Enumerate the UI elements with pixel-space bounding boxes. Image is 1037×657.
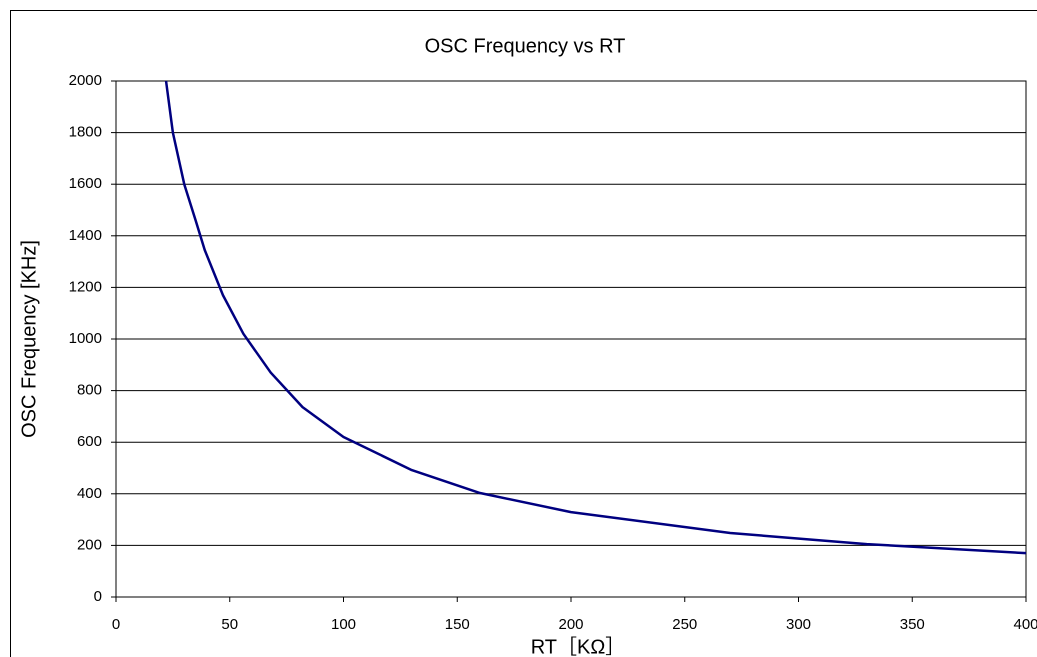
x-tick-label: 250 <box>672 616 697 633</box>
y-tick-label: 1400 <box>69 227 102 244</box>
x-tick-label: 50 <box>221 616 238 633</box>
y-tick-label: 2000 <box>69 72 102 89</box>
y-tick-label: 1200 <box>69 278 102 295</box>
x-tick-label: 100 <box>331 616 356 633</box>
x-axis-label: RT［KΩ］ <box>531 635 626 657</box>
y-tick-label: 800 <box>77 382 102 399</box>
y-tick-label: 0 <box>94 588 102 605</box>
y-tick-label: 200 <box>77 536 102 553</box>
chart-title: OSC Frequency vs RT <box>425 35 626 57</box>
chart-frame <box>10 10 1037 657</box>
y-tick-label: 1000 <box>69 330 102 347</box>
y-tick-label: 1600 <box>69 175 102 192</box>
x-tick-label: 300 <box>786 616 811 633</box>
x-tick-label: 0 <box>112 616 120 633</box>
x-tick-label: 400 <box>1013 616 1037 633</box>
y-tick-label: 400 <box>77 485 102 502</box>
x-tick-label: 350 <box>900 616 925 633</box>
x-tick-label: 150 <box>445 616 470 633</box>
y-tick-label: 1800 <box>69 124 102 141</box>
y-tick-label: 600 <box>77 433 102 450</box>
x-tick-label: 200 <box>558 616 583 633</box>
y-axis-label: OSC Frequency [KHz] <box>18 240 40 438</box>
data-line <box>164 80 1027 555</box>
